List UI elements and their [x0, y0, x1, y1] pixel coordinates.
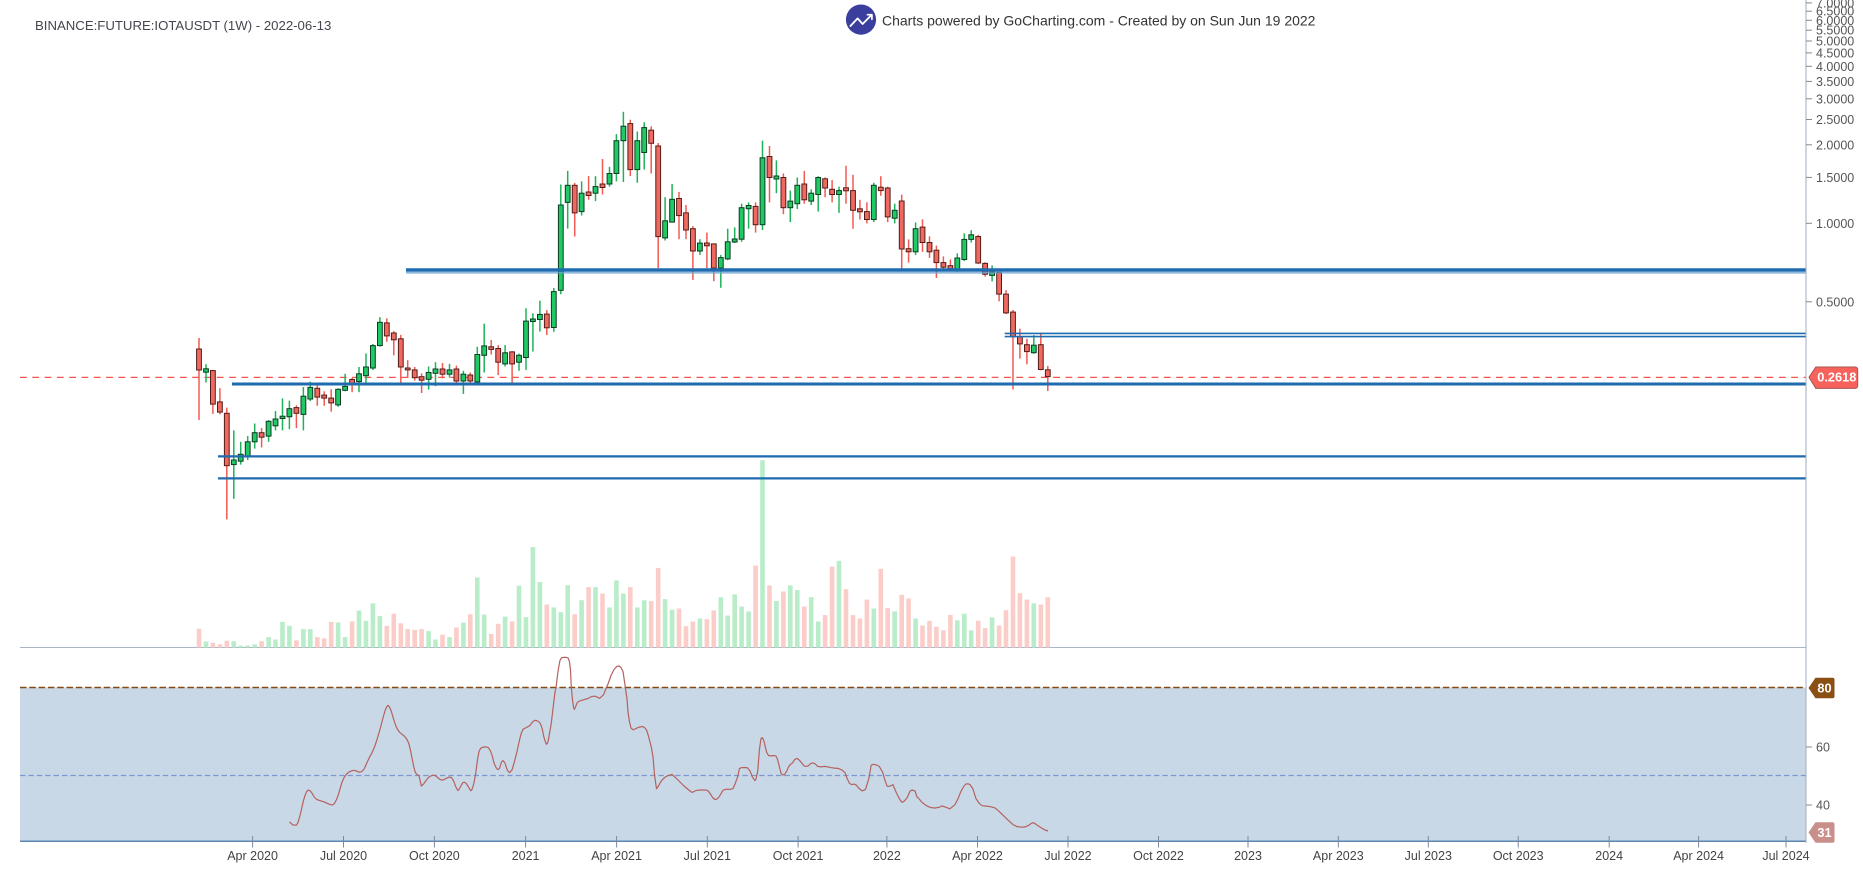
svg-text:BINANCE:FUTURE:IOTAUSDT (1W) -: BINANCE:FUTURE:IOTAUSDT (1W) - 2022-06-1… — [35, 18, 331, 33]
svg-text:80: 80 — [1817, 681, 1831, 696]
svg-text:Oct 2022: Oct 2022 — [1133, 849, 1184, 863]
svg-text:Jul 2020: Jul 2020 — [320, 849, 367, 863]
svg-text:2022: 2022 — [873, 849, 901, 863]
svg-text:Charts powered by GoCharting.c: Charts powered by GoCharting.com - Creat… — [882, 13, 1316, 29]
svg-text:3.0000: 3.0000 — [1816, 92, 1854, 106]
svg-text:2023: 2023 — [1234, 849, 1262, 863]
svg-text:60: 60 — [1816, 741, 1830, 755]
svg-text:Apr 2020: Apr 2020 — [227, 849, 278, 863]
svg-text:0.5000: 0.5000 — [1816, 295, 1854, 309]
svg-text:2.0000: 2.0000 — [1816, 138, 1854, 152]
svg-text:31: 31 — [1817, 825, 1831, 840]
svg-text:Apr 2023: Apr 2023 — [1313, 849, 1364, 863]
svg-text:Oct 2023: Oct 2023 — [1493, 849, 1544, 863]
svg-text:Jul 2024: Jul 2024 — [1762, 849, 1809, 863]
svg-text:Jul 2021: Jul 2021 — [684, 849, 731, 863]
svg-text:6.5000: 6.5000 — [1816, 5, 1854, 19]
svg-text:1.5000: 1.5000 — [1816, 171, 1854, 185]
svg-text:Jul 2022: Jul 2022 — [1044, 849, 1091, 863]
svg-text:3.5000: 3.5000 — [1816, 75, 1854, 89]
svg-text:40: 40 — [1816, 799, 1830, 813]
svg-text:Oct 2020: Oct 2020 — [409, 849, 460, 863]
svg-text:6.0000: 6.0000 — [1816, 14, 1854, 28]
svg-text:2.5000: 2.5000 — [1816, 113, 1854, 127]
svg-text:1.0000: 1.0000 — [1816, 217, 1854, 231]
svg-text:2021: 2021 — [512, 849, 540, 863]
svg-text:4.0000: 4.0000 — [1816, 60, 1854, 74]
svg-text:5.0000: 5.0000 — [1816, 35, 1854, 49]
svg-text:Apr 2021: Apr 2021 — [591, 849, 642, 863]
svg-text:Oct 2021: Oct 2021 — [773, 849, 824, 863]
svg-text:4.5000: 4.5000 — [1816, 46, 1854, 60]
svg-text:Apr 2024: Apr 2024 — [1673, 849, 1724, 863]
svg-text:7.0000: 7.0000 — [1816, 0, 1854, 10]
svg-text:Jul 2023: Jul 2023 — [1405, 849, 1452, 863]
svg-text:0.2618: 0.2618 — [1817, 370, 1856, 385]
svg-text:Apr 2022: Apr 2022 — [952, 849, 1003, 863]
svg-text:2024: 2024 — [1595, 849, 1623, 863]
svg-text:5.5000: 5.5000 — [1816, 24, 1854, 38]
